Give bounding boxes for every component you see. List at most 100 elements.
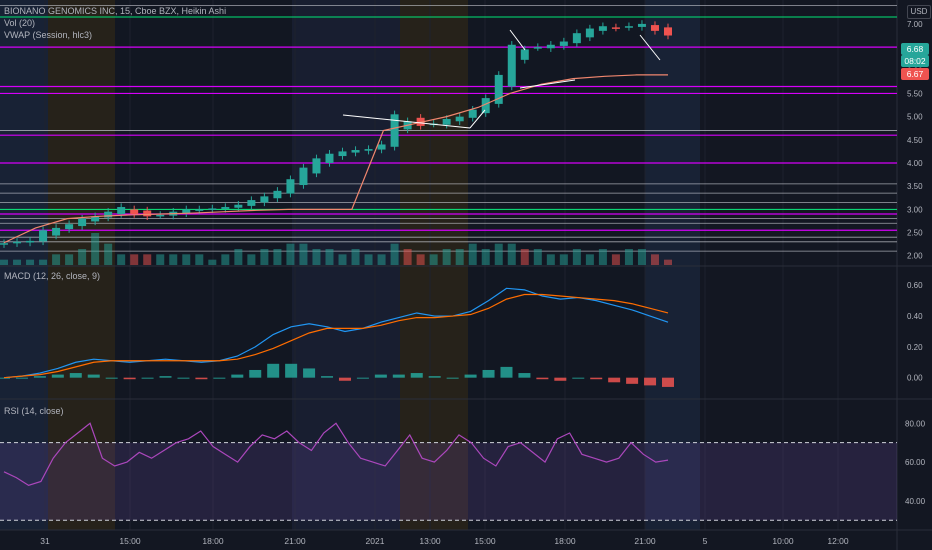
macd-histogram-bar <box>267 363 280 378</box>
candle-body <box>247 200 256 206</box>
volume-bar <box>299 243 308 265</box>
macd-histogram-bar <box>644 377 657 386</box>
candle-body <box>78 218 87 227</box>
rsi-line <box>3 422 669 487</box>
macd-histogram-bar <box>321 376 334 378</box>
macd-panel: 0.60 0.40 0.20 0.00 <box>0 281 923 387</box>
candle-body <box>312 158 321 174</box>
volume-bar <box>91 233 100 265</box>
volume-bar <box>351 249 360 265</box>
candle-body <box>442 118 451 125</box>
volume-bar <box>611 254 620 265</box>
candle-body <box>221 207 230 209</box>
macd-histogram-bar <box>428 376 441 378</box>
macd-histogram-bar <box>374 374 387 378</box>
macd-histogram-bar <box>51 374 64 378</box>
macd-histogram-bar <box>518 373 531 378</box>
volume-bar <box>208 259 217 265</box>
candle-body <box>195 209 204 211</box>
macd-histogram-bar <box>464 374 477 378</box>
candle-body <box>26 240 35 243</box>
candle-body <box>611 27 620 29</box>
macd-histogram-bar <box>33 376 46 378</box>
macd-histogram-bar <box>482 369 495 378</box>
macd-tick-label: 0.00 <box>907 374 923 383</box>
currency-label[interactable]: USD <box>907 5 931 19</box>
volume-bar <box>117 254 126 265</box>
volume-bar <box>195 254 204 265</box>
symbol-title[interactable]: BIONANO GENOMICS INC, 15, Cboe BZX, Heik… <box>4 6 227 16</box>
volume-bar <box>156 254 165 265</box>
macd-histogram-bar <box>338 377 351 381</box>
volume-bar <box>13 259 22 265</box>
trend-line <box>469 109 486 129</box>
candle-body <box>624 26 633 28</box>
rsi-legend[interactable]: RSI (14, close) <box>4 406 64 416</box>
volume-bar <box>325 249 334 265</box>
macd-histogram-bar <box>231 374 244 378</box>
volume-bar <box>338 254 347 265</box>
candle-body <box>208 208 217 210</box>
last-price-badge: 6.68 <box>901 43 929 55</box>
candle-body <box>104 211 113 218</box>
macd-histogram-bar <box>536 377 549 380</box>
volume-bar <box>0 259 8 265</box>
trend-line <box>639 34 661 61</box>
price-tick-label: 3.50 <box>907 182 923 191</box>
volume-bar <box>507 243 516 265</box>
candle-body <box>507 44 516 87</box>
price-tick-label: 4.50 <box>907 136 923 145</box>
volume-bar <box>104 243 113 265</box>
candle-body <box>338 151 347 157</box>
macd-tick-label: 0.40 <box>907 312 923 321</box>
volume-bar <box>624 249 633 265</box>
macd-legend[interactable]: MACD (12, 26, close, 9) <box>4 271 101 281</box>
volume-bar <box>260 249 269 265</box>
price-tick-label: 4.00 <box>907 159 923 168</box>
rsi-tick-label: 60.00 <box>905 458 926 467</box>
vwap-legend[interactable]: VWAP (Session, hlc3) <box>4 30 93 40</box>
volume-bar <box>247 254 256 265</box>
time-tick-label: 2021 <box>366 536 385 546</box>
macd-histogram-bar <box>626 377 639 384</box>
volume-bar <box>377 254 386 265</box>
rsi-tick-label: 80.00 <box>905 419 926 428</box>
candle-body <box>390 114 399 147</box>
macd-histogram-bar <box>662 377 674 387</box>
candle-body <box>13 241 22 244</box>
candle-body <box>91 216 100 222</box>
volume-bar <box>286 243 295 265</box>
volume-bar <box>52 254 61 265</box>
candle-body <box>520 49 529 60</box>
candle-body <box>0 243 8 245</box>
price-tick-label: 2.50 <box>907 229 923 238</box>
candle-body <box>156 214 165 217</box>
macd-histogram-bar <box>213 377 226 379</box>
time-tick-label: 12:00 <box>827 536 849 546</box>
volume-bar <box>78 249 87 265</box>
volume-bar <box>65 254 74 265</box>
candle-body <box>299 167 308 186</box>
candle-body <box>455 116 464 122</box>
candle-body <box>533 47 542 49</box>
candle-body <box>52 227 61 236</box>
signal-line <box>3 293 669 379</box>
volume-bar <box>182 254 191 265</box>
volume-bar <box>169 254 178 265</box>
volume-bar <box>598 249 607 265</box>
rsi-tick-label: 40.00 <box>905 497 926 506</box>
candle-body <box>351 150 360 153</box>
volume-legend[interactable]: Vol (20) <box>4 18 36 28</box>
candle-body <box>182 209 191 214</box>
macd-histogram-bar <box>159 376 172 378</box>
volume-bar <box>442 249 451 265</box>
macd-histogram-bar <box>590 377 603 380</box>
volume-bar <box>481 249 490 265</box>
candle-body <box>143 210 152 217</box>
rsi-panel: 80.00 60.00 40.00 <box>0 419 926 521</box>
macd-histogram-bar <box>410 373 423 378</box>
volume-bar <box>312 249 321 265</box>
vwap-line <box>3 74 668 244</box>
